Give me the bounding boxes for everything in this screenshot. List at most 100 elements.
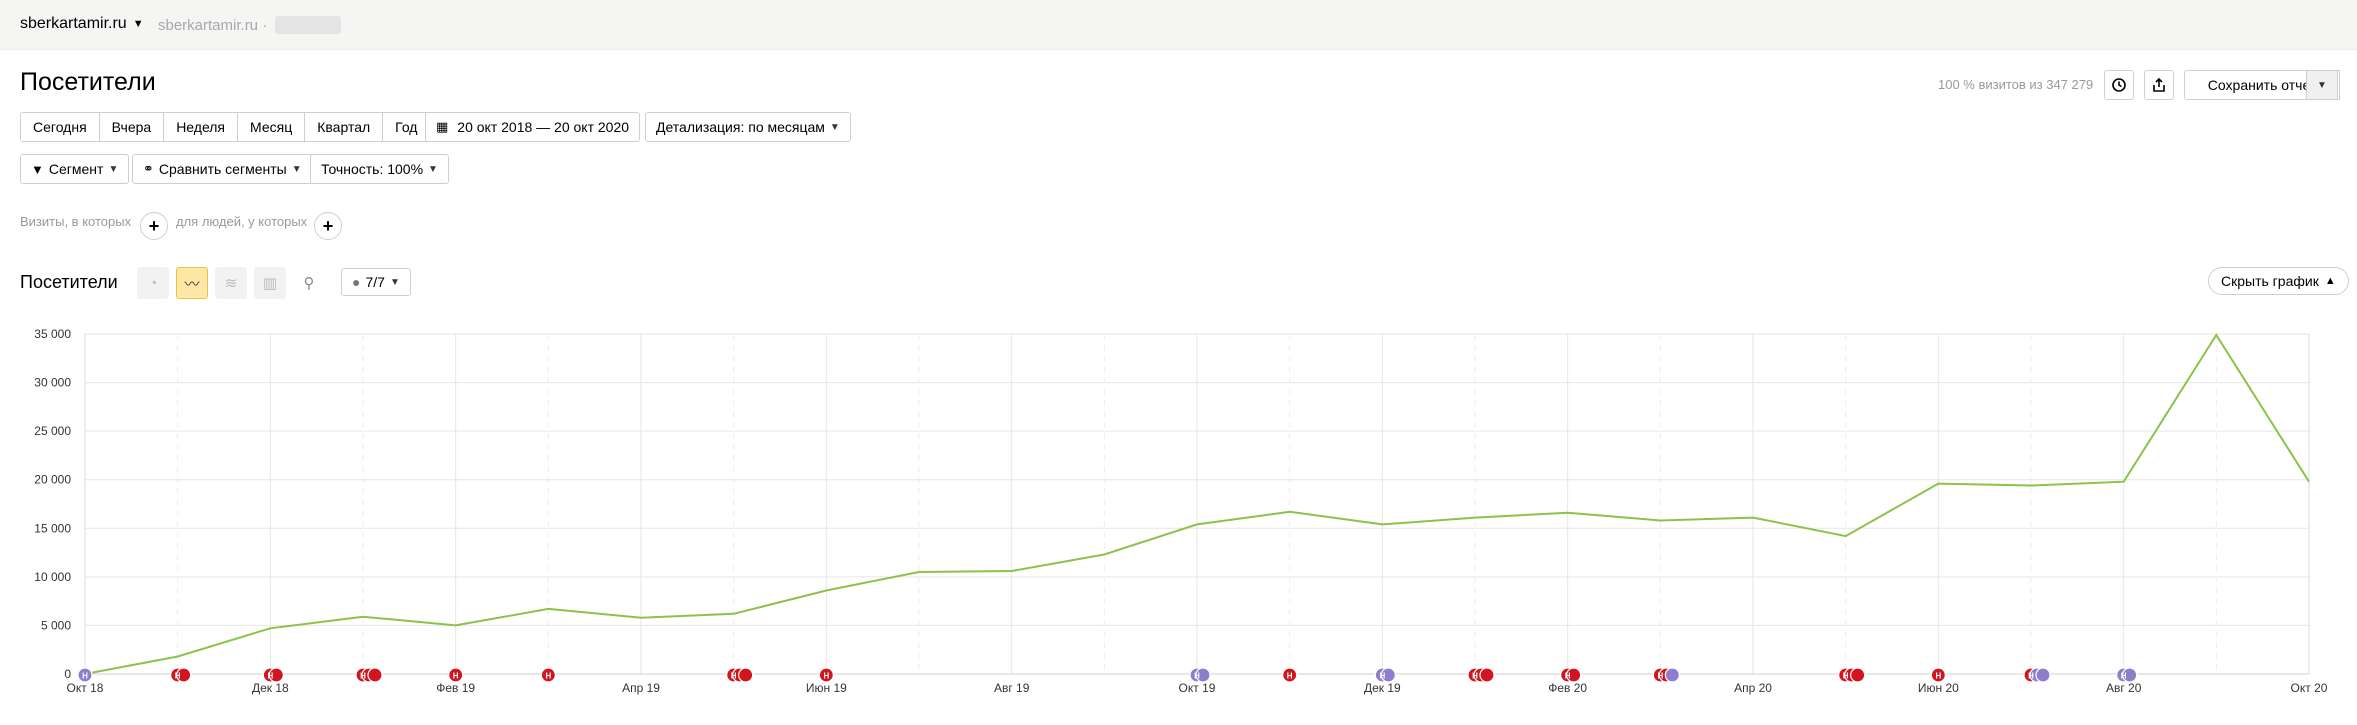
map-chart-type-button[interactable]: ⚲ bbox=[293, 267, 325, 299]
x-tick-label: Июн 19 bbox=[806, 681, 847, 695]
annotation-marker bbox=[1664, 667, 1680, 683]
annotation-marker-letter: Н bbox=[175, 672, 181, 681]
site-secondary: sberkartamir.ru · bbox=[158, 16, 342, 34]
period-quarter[interactable]: Квартал bbox=[305, 113, 384, 141]
calendar-icon: ▦ bbox=[436, 119, 449, 134]
annotation-marker-letter: Н bbox=[1935, 672, 1941, 681]
annotation-marker bbox=[2035, 667, 2051, 683]
annotation-marker bbox=[77, 667, 93, 683]
chevron-down-icon: ▼ bbox=[291, 163, 302, 175]
x-tick-label: Апр 20 bbox=[1734, 681, 1772, 695]
history-button[interactable] bbox=[2104, 70, 2134, 100]
period-year[interactable]: Год bbox=[383, 113, 430, 141]
annotation-marker bbox=[1195, 667, 1211, 683]
annotation-marker-letter: Н bbox=[1657, 672, 1663, 681]
chevron-down-icon: ▼ bbox=[829, 121, 840, 133]
top-bar: sberkartamir.ru ▼ sberkartamir.ru · bbox=[0, 0, 2357, 50]
chevron-down-icon: ▼ bbox=[428, 163, 438, 175]
period-today[interactable]: Сегодня bbox=[21, 113, 100, 141]
site-selector[interactable]: sberkartamir.ru ▼ bbox=[20, 15, 144, 33]
annotation-marker bbox=[1930, 667, 1946, 683]
annotation-marker-letter: Н bbox=[731, 672, 737, 681]
segment-button[interactable]: ▼ Сегмент ▼ bbox=[20, 154, 130, 184]
annotation-marker-letter: Н bbox=[1843, 672, 1849, 681]
area-chart-type-button[interactable]: ≋ bbox=[215, 267, 247, 299]
accuracy-label: Точность: 100% bbox=[321, 161, 424, 177]
chevron-down-icon: ▼ bbox=[132, 18, 144, 30]
annotation-marker-letter: Н bbox=[1565, 672, 1571, 681]
blurred-counter bbox=[275, 16, 342, 34]
annotation-marker-letter: Н bbox=[453, 672, 459, 681]
y-tick-label: 30 000 bbox=[34, 376, 71, 390]
line-chart-icon: 〰 bbox=[184, 275, 200, 293]
chevron-down-icon: ▼ bbox=[108, 163, 119, 175]
annotation-marker-letter: Н bbox=[2028, 672, 2034, 681]
annotation-marker bbox=[1380, 667, 1396, 683]
comment-icon: ● bbox=[352, 274, 361, 290]
detail-dropdown[interactable]: Детализация: по месяцам ▼ bbox=[645, 112, 851, 142]
annotations-dropdown[interactable]: ● 7/7 ▼ bbox=[341, 268, 411, 296]
date-range-button[interactable]: ▦ 20 окт 2018 — 20 окт 2020 bbox=[425, 112, 641, 142]
x-tick-label: Июн 20 bbox=[1918, 681, 1959, 695]
period-selector: Сегодня Вчера Неделя Месяц Квартал Год bbox=[20, 112, 431, 142]
area-chart-icon: ≋ bbox=[224, 275, 238, 292]
y-tick-label: 35 000 bbox=[34, 327, 71, 341]
page-title: Посетители bbox=[20, 68, 156, 96]
add-people-condition-button[interactable]: + bbox=[314, 212, 342, 240]
annotation-marker bbox=[818, 667, 834, 683]
clock-icon bbox=[2112, 78, 2126, 92]
annotation-marker bbox=[540, 667, 556, 683]
people-filter-label: для людей, у которых bbox=[176, 214, 308, 229]
site-name: sberkartamir.ru bbox=[20, 15, 127, 32]
x-tick-label: Окт 18 bbox=[67, 681, 104, 695]
annotation-marker bbox=[1282, 667, 1298, 683]
annotation-marker bbox=[268, 667, 284, 683]
chevron-up-icon: ▲ bbox=[2324, 275, 2336, 287]
annotation-marker-letter: Н bbox=[2121, 672, 2127, 681]
accuracy-dropdown[interactable]: Точность: 100% ▼ bbox=[310, 154, 449, 184]
period-yesterday[interactable]: Вчера bbox=[99, 113, 165, 141]
x-tick-label: Окт 19 bbox=[1179, 681, 1216, 695]
annotation-marker bbox=[176, 667, 192, 683]
site-secondary-name: sberkartamir.ru · bbox=[158, 16, 268, 34]
detail-label: Детализация: по месяцам bbox=[656, 119, 825, 135]
y-tick-label: 25 000 bbox=[34, 424, 71, 438]
chevron-down-icon: ▼ bbox=[389, 276, 400, 288]
save-report-dropdown[interactable]: ▼ bbox=[2306, 70, 2338, 100]
visits-info: 100 % визитов из 347 279 bbox=[1938, 77, 2094, 92]
annotation-marker bbox=[448, 667, 464, 683]
x-tick-label: Дек 18 bbox=[252, 681, 289, 695]
y-tick-label: 20 000 bbox=[34, 473, 71, 487]
annotation-marker bbox=[1479, 667, 1495, 683]
period-week[interactable]: Неделя bbox=[164, 113, 239, 141]
annotation-marker-letter: Н bbox=[267, 672, 273, 681]
x-tick-label: Окт 20 bbox=[2291, 681, 2328, 695]
date-range-label: 20 окт 2018 — 20 окт 2020 bbox=[457, 119, 630, 135]
x-tick-label: Авг 19 bbox=[994, 681, 1030, 695]
x-tick-label: Фев 20 bbox=[1548, 681, 1587, 695]
pie-icon: ◔ bbox=[148, 274, 158, 292]
y-tick-label: 15 000 bbox=[34, 521, 71, 535]
chart-title: Посетители bbox=[20, 272, 118, 292]
bar-chart-type-button[interactable]: ▥ bbox=[254, 267, 286, 299]
visitors-series-line bbox=[84, 333, 2310, 675]
compare-segments-button[interactable]: ⚭ Сравнить сегменты ▼ bbox=[132, 154, 313, 184]
plus-icon: + bbox=[148, 215, 160, 236]
add-visit-condition-button[interactable]: + bbox=[140, 212, 168, 240]
compare-label: Сравнить сегменты bbox=[158, 161, 287, 177]
period-month[interactable]: Месяц bbox=[238, 113, 306, 141]
y-tick-label: 0 bbox=[64, 667, 71, 681]
export-button[interactable] bbox=[2144, 70, 2174, 100]
segment-label: Сегмент bbox=[48, 161, 104, 177]
annotation-marker-letter: Н bbox=[1194, 672, 1200, 681]
annotation-marker-letter: Н bbox=[82, 672, 88, 681]
pie-chart-type-button[interactable]: ◔ bbox=[137, 267, 169, 299]
share-icon bbox=[2153, 77, 2165, 92]
hide-chart-button[interactable]: Скрыть график ▲ bbox=[2208, 267, 2349, 295]
visitors-line-chart: 0 5 000 10 000 15 000 20 000 25 000 30 000 35 0… bbox=[34, 327, 2328, 695]
line-chart-type-button[interactable]: 〰 bbox=[176, 267, 208, 299]
bar-chart-icon: ▥ bbox=[262, 275, 278, 292]
annotation-marker bbox=[2122, 667, 2138, 683]
compare-icon: ⚭ bbox=[143, 161, 154, 176]
x-tick-label: Фев 19 bbox=[436, 681, 475, 695]
